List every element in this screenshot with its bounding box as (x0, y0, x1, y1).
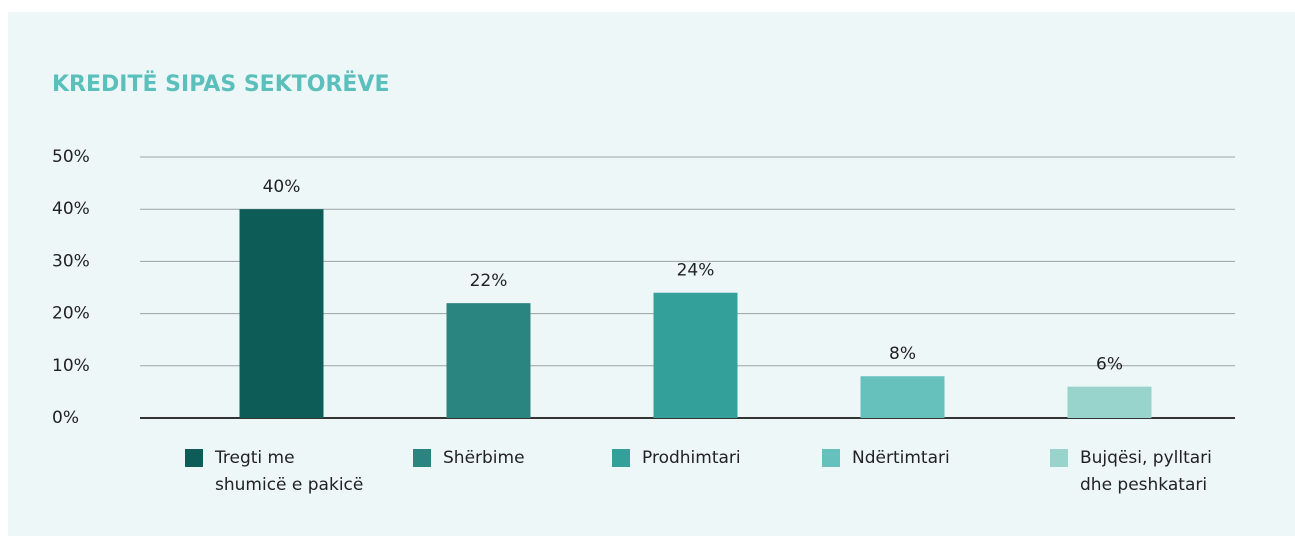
data-label: 8% (889, 344, 916, 364)
bar (653, 292, 738, 418)
y-tick-label: 30% (52, 251, 90, 271)
y-tick-label: 10% (52, 356, 90, 376)
bar (446, 303, 531, 418)
bar (1067, 386, 1152, 418)
legend-item: Bujqësi, pylltari dhe peshkatari (1050, 445, 1212, 499)
y-tick-label: 0% (52, 408, 79, 428)
legend-item: Prodhimtari (612, 445, 741, 472)
bar (860, 376, 945, 418)
y-tick-label: 40% (52, 199, 90, 219)
legend-label: Bujqësi, pylltari dhe peshkatari (1080, 448, 1212, 495)
y-tick-label: 20% (52, 304, 90, 324)
legend-item: Tregti me shumicë e pakicë (185, 445, 363, 499)
legend-label: Shërbime (443, 448, 525, 468)
legend-swatch (413, 449, 431, 467)
chart-title: KREDITË SIPAS SEKTORËVE (52, 71, 389, 97)
legend-swatch (185, 449, 203, 467)
data-label: 40% (263, 177, 301, 197)
legend-label: Tregti me shumicë e pakicë (215, 448, 364, 495)
legend-swatch (612, 449, 630, 467)
legend-swatch (822, 449, 840, 467)
panel (8, 12, 1295, 536)
data-label: 22% (470, 271, 508, 291)
legend-item: Shërbime (413, 445, 525, 472)
legend-item: Ndërtimtari (822, 445, 950, 472)
y-tick-label: 50% (52, 147, 90, 167)
data-label: 24% (677, 261, 715, 281)
legend-label: Ndërtimtari (852, 448, 950, 468)
legend-label: Prodhimtari (642, 448, 741, 468)
bar (239, 209, 324, 418)
legend-swatch (1050, 449, 1068, 467)
data-label: 6% (1096, 355, 1123, 375)
